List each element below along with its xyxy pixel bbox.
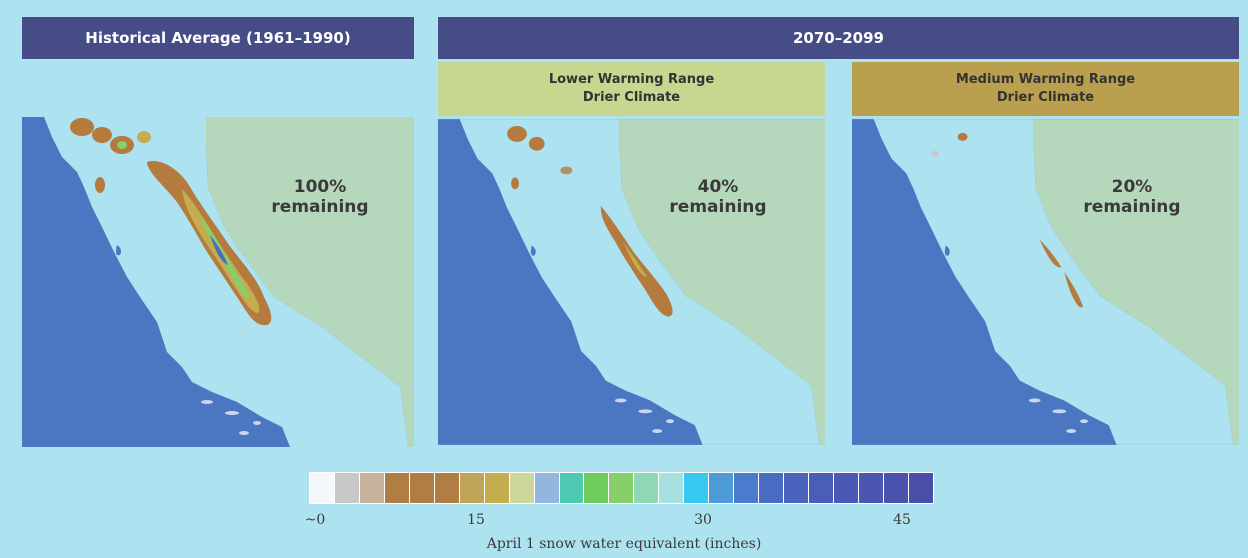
remaining-word: remaining — [1083, 197, 1181, 217]
legend-swatch — [733, 472, 759, 504]
subheader-medium-line1: Medium Warming Range — [955, 72, 1136, 87]
remaining-label-lower: 40% remaining — [648, 177, 788, 217]
legend-tick-45: 45 — [893, 512, 911, 528]
snowpack-medium — [930, 132, 1084, 308]
legend-swatch — [408, 472, 434, 504]
subheader-lower-warming: Lower Warming Range Drier Climate — [438, 62, 825, 116]
remaining-label-medium: 20% remaining — [1062, 177, 1202, 217]
subheader-medium-warming: Medium Warming Range Drier Climate — [852, 62, 1239, 116]
header-historical: Historical Average (1961–1990) — [22, 17, 414, 59]
legend-color-scale — [309, 472, 934, 504]
legend-swatch — [309, 472, 334, 504]
legend-swatch — [882, 472, 908, 504]
legend-title: April 1 snow water equivalent (inches) — [486, 536, 762, 552]
legend-swatch — [508, 472, 534, 504]
legend-swatch — [533, 472, 559, 504]
legend-swatch — [683, 472, 709, 504]
map-historical: 100% remaining — [22, 117, 414, 447]
subheader-medium-line2: Drier Climate — [996, 90, 1095, 105]
legend-swatch — [383, 472, 409, 504]
legend-swatch — [558, 472, 584, 504]
legend-swatch — [907, 472, 934, 504]
legend-swatch — [358, 472, 384, 504]
legend-swatch — [333, 472, 359, 504]
snowpack-lower — [507, 126, 673, 317]
legend-swatch — [608, 472, 634, 504]
legend-swatch — [833, 472, 858, 504]
legend-tick-0: ~0 — [304, 512, 326, 528]
header-future: 2070–2099 — [438, 17, 1239, 59]
legend-swatch — [658, 472, 684, 504]
remaining-pct: 20% — [1111, 177, 1153, 197]
legend-swatch — [583, 472, 609, 504]
legend-swatch — [857, 472, 883, 504]
map-lower-warming: 40% remaining — [438, 117, 825, 447]
legend-swatch — [633, 472, 659, 504]
legend-swatch — [783, 472, 809, 504]
legend-tick-15: 15 — [467, 512, 485, 528]
remaining-label-historical: 100% remaining — [250, 177, 390, 217]
legend-swatch — [808, 472, 834, 504]
legend-swatch — [758, 472, 784, 504]
legend-swatch — [433, 472, 459, 504]
legend-swatch — [708, 472, 734, 504]
snowpack-historical — [70, 118, 272, 326]
legend-tick-30: 30 — [694, 512, 712, 528]
remaining-pct: 40% — [697, 177, 739, 197]
remaining-pct: 100% — [293, 177, 347, 197]
remaining-word: remaining — [271, 197, 369, 217]
legend-swatch — [483, 472, 509, 504]
legend-swatch — [458, 472, 484, 504]
map-medium-warming: 20% remaining — [852, 117, 1239, 447]
subheader-lower-line2: Drier Climate — [582, 90, 681, 105]
subheader-lower-line1: Lower Warming Range — [548, 72, 715, 87]
remaining-word: remaining — [669, 197, 767, 217]
